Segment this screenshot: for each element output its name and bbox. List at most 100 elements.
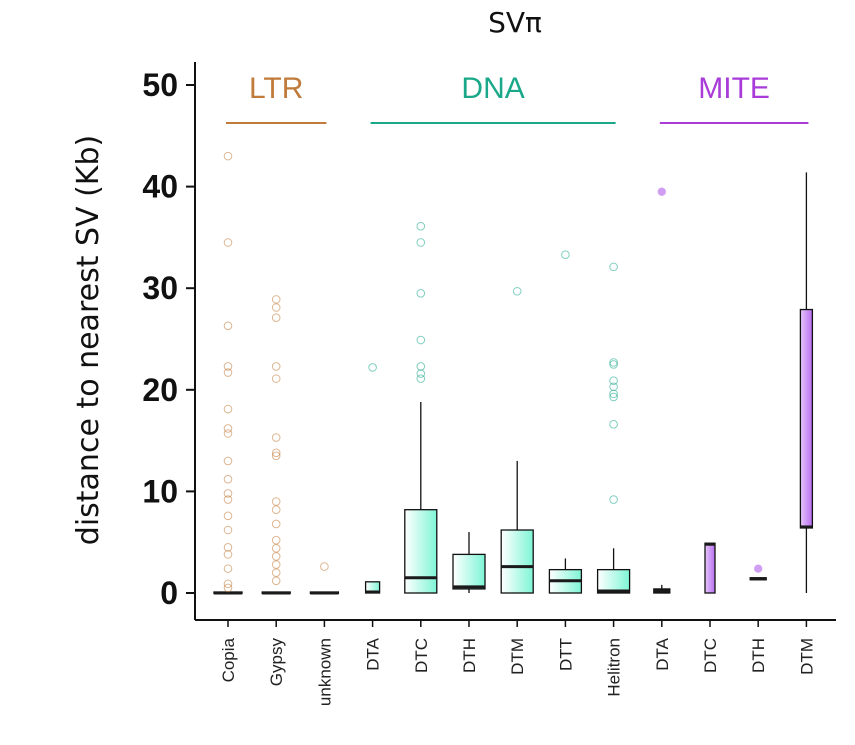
x-tick-label: DTA — [653, 637, 672, 670]
box-iqr — [404, 509, 438, 594]
box-dna-dtc — [404, 221, 438, 594]
box-iqr — [596, 568, 631, 594]
outlier-point — [368, 363, 377, 372]
outlier-point — [223, 511, 233, 521]
box-iqr — [452, 553, 486, 590]
outlier-point — [609, 360, 618, 369]
outlier-point — [416, 238, 426, 247]
outlier-point — [271, 519, 281, 529]
outlier-point — [223, 474, 233, 484]
outlier-point — [416, 288, 426, 298]
box-iqr — [704, 542, 716, 594]
outlier-point — [223, 550, 233, 559]
group-label-ltr: LTR — [249, 72, 303, 105]
outlier-point — [223, 429, 233, 438]
x-tick-label: DTM — [508, 638, 527, 675]
outlier-point — [223, 525, 233, 535]
outlier-point — [271, 505, 281, 514]
boxes — [213, 151, 814, 595]
outlier-point — [223, 542, 233, 552]
box-iqr — [799, 308, 814, 529]
outlier-point — [271, 535, 281, 545]
outlier-point — [609, 358, 618, 367]
x-tick-label: DTH — [460, 638, 479, 673]
outlier-point — [609, 420, 618, 429]
outlier-point — [416, 374, 426, 383]
outlier-point — [271, 576, 281, 586]
y-tick-label: 30 — [142, 270, 178, 306]
outlier-point — [561, 250, 570, 259]
outlier-point — [223, 489, 233, 498]
x-tick-label: unknown — [315, 638, 334, 706]
box-dna-helitron — [596, 262, 631, 594]
outlier-point — [223, 368, 233, 377]
outlier-point — [416, 221, 426, 231]
box-dna-dth — [452, 532, 486, 593]
outlier-point — [271, 303, 281, 312]
outlier-point — [609, 376, 618, 385]
outlier-point — [271, 451, 281, 461]
outlier-point — [609, 262, 618, 272]
box-mite-dth — [749, 564, 767, 581]
outlier-point — [223, 404, 233, 414]
group-label-mite: MITE — [698, 72, 770, 105]
x-tick-label: Copia — [219, 637, 238, 682]
outlier-point — [609, 495, 618, 504]
outlier-point — [271, 448, 281, 458]
outlier-point — [223, 151, 233, 161]
outlier-point — [271, 568, 281, 577]
outlier-point — [223, 321, 233, 331]
x-tick-label: Helitron — [605, 638, 624, 697]
group-label-dna: DNA — [461, 72, 524, 105]
outlier-point — [512, 286, 522, 296]
box-ltr-copia — [213, 151, 243, 595]
outlier-point — [320, 562, 329, 571]
x-tick-label: DTT — [556, 638, 575, 671]
outlier-point — [223, 456, 233, 466]
outlier-point — [223, 495, 233, 504]
y-tick-label: 40 — [142, 169, 178, 205]
outlier-point — [271, 295, 281, 304]
y-tick-label: 0 — [160, 575, 178, 611]
box-ltr-gypsy — [261, 295, 291, 595]
outlier-point — [223, 583, 233, 593]
chart-title: SVπ — [488, 6, 542, 39]
outlier-point — [753, 564, 763, 573]
box-mite-dta — [653, 187, 671, 594]
y-axis-label: distance to nearest SV (Kb) — [71, 135, 106, 545]
outlier-point — [416, 335, 426, 345]
outlier-point — [223, 238, 233, 247]
box-iqr — [500, 529, 534, 594]
box-mite-dtm — [799, 172, 814, 593]
outlier-point — [271, 560, 281, 569]
x-tick-label: DTC — [701, 638, 720, 673]
x-tick-label: DTH — [749, 638, 768, 673]
outlier-point — [271, 552, 281, 561]
outlier-point — [223, 579, 233, 589]
box-dna-dtm — [500, 286, 534, 594]
outlier-point — [271, 374, 281, 383]
outlier-point — [271, 497, 281, 506]
x-ticks: Copia Gypsy unknown DTA DTC DTH DTM DTT Helitron… — [219, 620, 816, 706]
y-tick-label: 20 — [142, 372, 178, 408]
outlier-point — [609, 392, 618, 402]
y-ticks: 0 10 20 30 40 50 — [142, 67, 195, 611]
outlier-point — [657, 187, 667, 196]
outlier-point — [416, 369, 426, 378]
box-ltr-unknown — [309, 562, 340, 595]
outlier-point — [271, 543, 281, 553]
box-dna-dtt — [548, 250, 583, 594]
outlier-point — [223, 564, 233, 573]
y-tick-label: 50 — [142, 67, 178, 103]
outlier-point — [223, 424, 233, 433]
x-tick-label: DTC — [412, 638, 431, 673]
x-tick-label: DTM — [797, 638, 816, 675]
outlier-point — [271, 313, 281, 322]
outlier-point — [609, 389, 618, 399]
outlier-point — [271, 362, 281, 371]
box-dna-dta — [364, 363, 381, 594]
x-tick-label: DTA — [364, 637, 383, 670]
y-tick-label: 10 — [142, 473, 178, 509]
outlier-point — [416, 362, 426, 371]
